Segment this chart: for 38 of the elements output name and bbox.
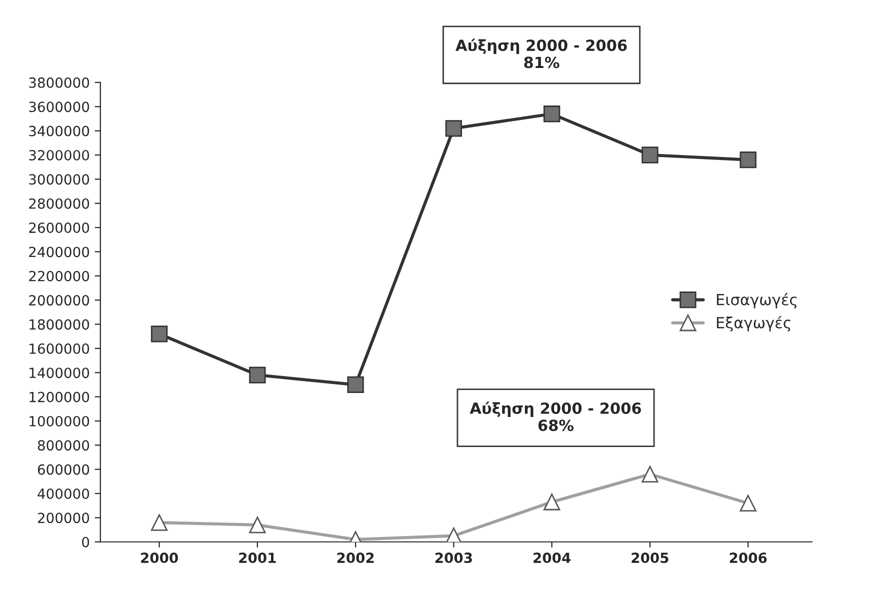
legend-label: Εξαγωγές: [716, 316, 790, 332]
x-tick-label: 2006: [730, 552, 767, 564]
text: Αύξηση 2000 - 2006 81%: [456, 38, 627, 68]
point: [740, 152, 756, 168]
y-tick-label: 2800000: [29, 198, 90, 209]
y-tick-label: 2200000: [29, 270, 90, 282]
point: [249, 366, 266, 384]
x-tick-label: 2000: [141, 552, 178, 564]
y-tick-label: 3600000: [29, 102, 90, 112]
y-tick-label: 3400000: [29, 126, 90, 136]
y-tick-label: 1400000: [30, 368, 90, 378]
y-tick-label: 200000: [38, 512, 90, 524]
point: [543, 106, 560, 122]
x-tick-label: 2002: [337, 552, 374, 564]
y-tick-label: 3200000: [29, 150, 90, 160]
y-tick-label: 400000: [38, 488, 90, 499]
y-tick-label: 2000000: [29, 295, 90, 306]
x-tick-label: 2003: [435, 552, 472, 564]
y-tick-label: 1600000: [30, 343, 90, 354]
y-tick-label: 600000: [38, 464, 90, 475]
annotation: Αύξηση 2000 - 2006 68%: [470, 402, 642, 432]
point: [642, 146, 658, 164]
x-tick-label: 2001: [239, 552, 276, 564]
y-tick-label: 800000: [38, 440, 90, 451]
y-tick-label: 2600000: [29, 222, 90, 234]
y-tick-label: 3800000: [29, 77, 90, 88]
point: [150, 326, 168, 342]
y-tick-label: 3000000: [29, 174, 90, 185]
point: [347, 376, 364, 394]
y-tick-label: 0: [82, 536, 90, 548]
y-tick-label: 1000000: [30, 416, 90, 426]
point: [445, 120, 462, 137]
x-tick-label: 2004: [534, 552, 571, 564]
y-tick-label: 2400000: [29, 246, 90, 258]
x-tick-label: 2005: [632, 552, 668, 564]
y-tick-label: 1800000: [30, 319, 90, 330]
legend-label: Εισαγωγές: [716, 292, 797, 308]
y-tick-label: 1200000: [30, 392, 90, 402]
